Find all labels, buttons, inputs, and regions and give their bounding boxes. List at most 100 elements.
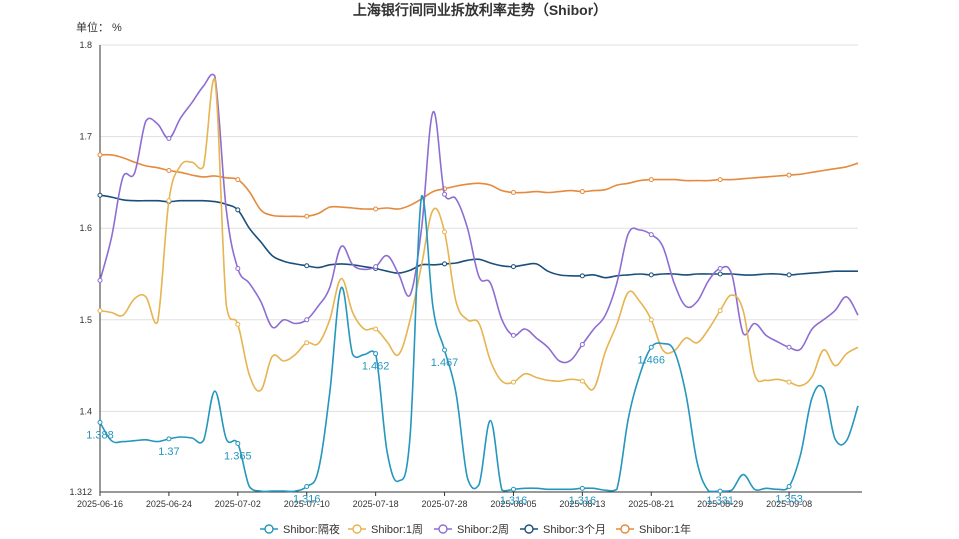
data-point bbox=[717, 271, 723, 277]
data-point bbox=[510, 486, 516, 492]
data-point bbox=[235, 207, 241, 213]
data-point bbox=[786, 344, 792, 350]
data-label: 1.331 bbox=[706, 495, 734, 507]
data-label: 1.353 bbox=[775, 494, 803, 506]
data-point bbox=[786, 379, 792, 385]
data-point bbox=[235, 177, 241, 183]
data-point bbox=[235, 440, 241, 446]
series-line-4 bbox=[99, 153, 859, 218]
data-point bbox=[304, 213, 310, 219]
legend-label: Shibor:隔夜 bbox=[283, 522, 340, 536]
x-tick-label: 2025-09-08 bbox=[766, 499, 812, 509]
legend-circle-icon bbox=[352, 524, 362, 534]
data-point bbox=[373, 326, 379, 332]
data-point bbox=[166, 436, 172, 442]
y-tick-label: 1.312 bbox=[69, 487, 92, 497]
legend-item-2[interactable]: Shibor:2周 bbox=[434, 523, 509, 536]
data-point bbox=[648, 272, 654, 278]
data-point bbox=[579, 189, 585, 195]
chart-title: 上海银行间同业拆放利率走势（Shibor） bbox=[353, 2, 607, 18]
data-label: 1.467 bbox=[431, 357, 459, 369]
legend-item-3[interactable]: Shibor:3个月 bbox=[520, 523, 606, 536]
data-point bbox=[304, 263, 310, 269]
x-tick-label: 2025-08-29 bbox=[697, 499, 743, 509]
data-point bbox=[510, 332, 516, 338]
data-point bbox=[510, 189, 516, 195]
data-point bbox=[717, 308, 723, 314]
series-line-3 bbox=[99, 194, 858, 279]
data-point bbox=[304, 484, 310, 490]
data-point bbox=[97, 192, 103, 198]
series-4 bbox=[97, 152, 859, 219]
y-tick-label: 1.4 bbox=[79, 406, 92, 416]
series-3 bbox=[97, 192, 858, 279]
series-0 bbox=[97, 195, 859, 494]
data-point bbox=[717, 266, 723, 271]
data-point bbox=[648, 177, 654, 183]
legend-item-1[interactable]: Shibor:1周 bbox=[348, 523, 423, 536]
axes: 1.312 1.4 1.5 1.6 1.7 1.8 2025-06-16 2025-06-24… bbox=[69, 40, 862, 509]
x-tick-label: 2025-07-18 bbox=[353, 499, 399, 509]
data-point bbox=[717, 488, 723, 494]
series-line-1 bbox=[99, 78, 859, 392]
data-point bbox=[97, 308, 103, 314]
legend-label: Shibor:1周 bbox=[371, 523, 423, 536]
data-point bbox=[786, 172, 792, 178]
x-tick-label: 2025-06-24 bbox=[146, 499, 192, 509]
series-2 bbox=[97, 73, 859, 364]
data-labels: 1.388 1.37 1.365 1.316 1.462 1.467 1.316 1.316 1… bbox=[86, 354, 803, 507]
series-lines bbox=[97, 73, 859, 494]
data-point bbox=[97, 419, 103, 425]
x-tick-label: 2025-08-21 bbox=[628, 499, 674, 509]
legend-circle-icon bbox=[438, 524, 448, 534]
data-point bbox=[373, 351, 379, 357]
data-point bbox=[442, 229, 448, 235]
data-point bbox=[510, 264, 516, 270]
data-point bbox=[235, 266, 241, 271]
y-tick-label: 1.6 bbox=[79, 223, 92, 233]
legend-label: Shibor:3个月 bbox=[543, 523, 606, 536]
data-label: 1.316 bbox=[293, 494, 321, 506]
legend-label: Shibor:2周 bbox=[457, 523, 509, 536]
data-point bbox=[579, 485, 585, 491]
data-label: 1.365 bbox=[224, 450, 252, 462]
series-line-0 bbox=[99, 195, 859, 493]
data-point bbox=[648, 232, 654, 238]
y-tick-label: 1.7 bbox=[79, 132, 92, 142]
x-tick-label: 2025-07-02 bbox=[215, 499, 261, 509]
x-tick-label: 2025-07-10 bbox=[284, 499, 330, 509]
legend-circle-icon bbox=[620, 524, 630, 534]
x-tick-label: 2025-08-13 bbox=[559, 499, 605, 509]
series-line-2 bbox=[99, 73, 859, 364]
data-point bbox=[97, 152, 103, 158]
data-label: 1.316 bbox=[500, 495, 528, 507]
data-point bbox=[304, 317, 310, 323]
x-tick-label: 2025-07-28 bbox=[422, 499, 468, 509]
legend[interactable]: Shibor:隔夜 Shibor:1周 Shibor:2周 Shibor:3个月 Shi… bbox=[260, 522, 691, 536]
data-label: 1.316 bbox=[569, 495, 597, 507]
data-point bbox=[442, 347, 448, 353]
data-point bbox=[373, 264, 379, 270]
data-point bbox=[648, 344, 654, 350]
x-tick-label: 2025-08-05 bbox=[490, 499, 536, 509]
unit-label: 单位： % bbox=[76, 20, 122, 34]
y-tick-label: 1.8 bbox=[79, 40, 92, 50]
legend-item-4[interactable]: Shibor:1年 bbox=[616, 522, 691, 536]
data-label: 1.37 bbox=[158, 446, 179, 458]
legend-item-0[interactable]: Shibor:隔夜 bbox=[260, 522, 340, 536]
data-label: 1.462 bbox=[362, 361, 390, 373]
data-point bbox=[166, 135, 172, 141]
data-point bbox=[579, 378, 585, 384]
data-point bbox=[648, 317, 654, 323]
data-point bbox=[579, 342, 585, 348]
data-point bbox=[717, 177, 723, 183]
data-point bbox=[166, 198, 172, 204]
legend-label: Shibor:1年 bbox=[639, 522, 691, 536]
data-point bbox=[235, 321, 241, 327]
grid-lines bbox=[100, 44, 858, 412]
series-1 bbox=[97, 78, 859, 392]
data-point bbox=[166, 167, 172, 173]
y-tick-label: 1.5 bbox=[79, 315, 92, 325]
